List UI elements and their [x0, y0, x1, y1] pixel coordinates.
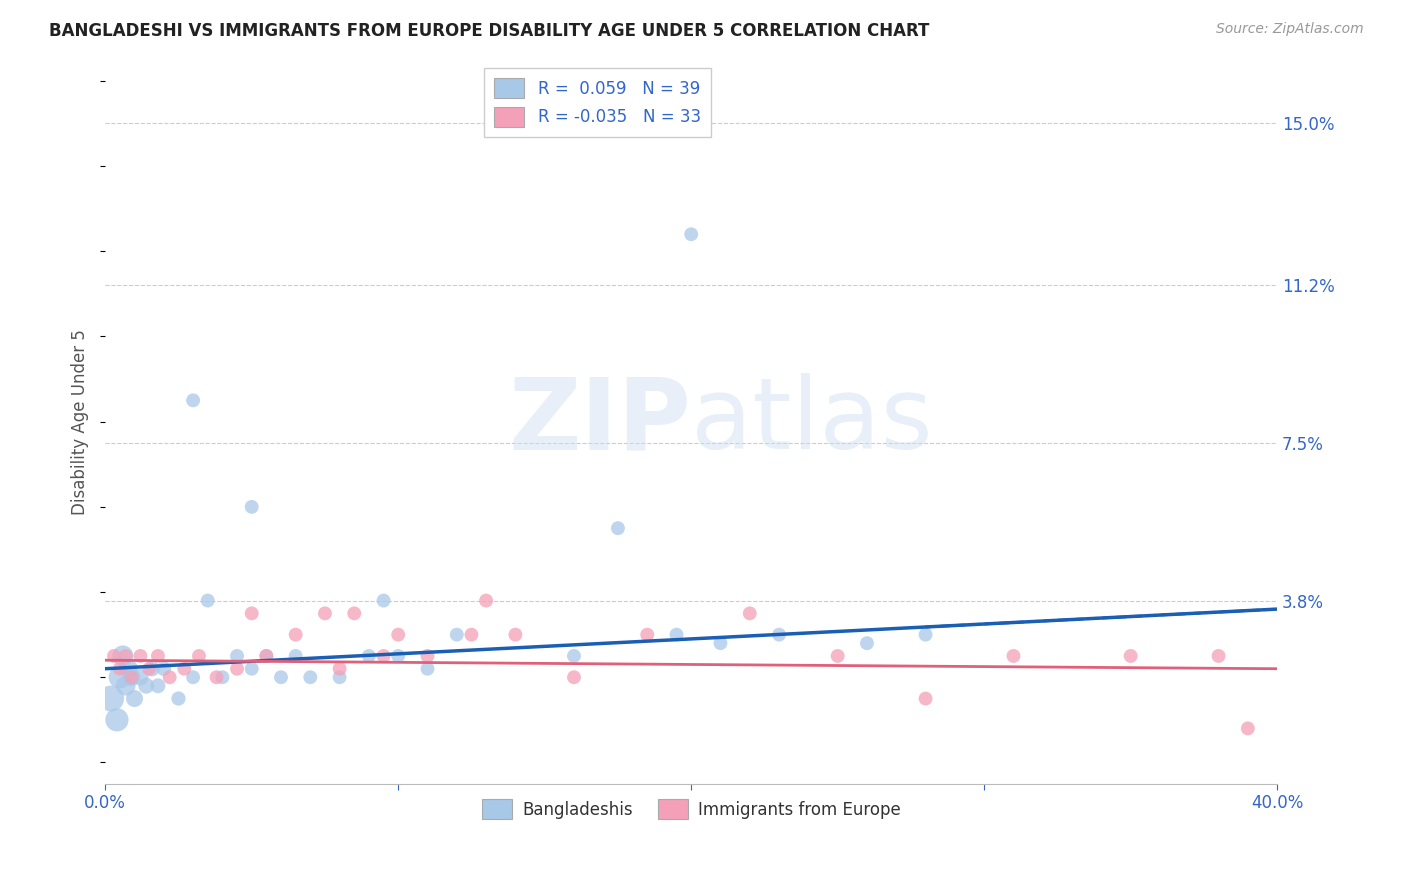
Point [135, 679, 157, 693]
Point [299, 670, 322, 684]
Point [606, 521, 628, 535]
Point [205, 670, 228, 684]
Point [562, 670, 585, 684]
Point [146, 648, 169, 663]
Point [254, 648, 277, 663]
Point [505, 627, 527, 641]
Point [114, 679, 136, 693]
Point [270, 670, 292, 684]
Point [188, 648, 211, 663]
Point [738, 607, 761, 621]
Point [153, 662, 176, 676]
Text: atlas: atlas [692, 373, 932, 470]
Point [373, 593, 395, 607]
Point [240, 500, 263, 514]
Point [1119, 648, 1142, 663]
Point [284, 648, 307, 663]
Point [416, 648, 439, 663]
Point [475, 593, 498, 607]
Point [146, 679, 169, 693]
Point [709, 636, 731, 650]
Point [181, 393, 204, 408]
Point [343, 607, 366, 621]
Point [124, 691, 146, 706]
Point [1002, 648, 1025, 663]
Point [314, 607, 336, 621]
Point [357, 648, 380, 663]
Text: BANGLADESHI VS IMMIGRANTS FROM EUROPE DISABILITY AGE UNDER 5 CORRELATION CHART: BANGLADESHI VS IMMIGRANTS FROM EUROPE DI… [49, 22, 929, 40]
Point [284, 627, 307, 641]
Point [329, 662, 352, 676]
Point [768, 627, 790, 641]
Text: Source: ZipAtlas.com: Source: ZipAtlas.com [1216, 22, 1364, 37]
Point [118, 662, 141, 676]
Point [329, 670, 352, 684]
Point [129, 648, 152, 663]
Point [105, 713, 128, 727]
Point [159, 670, 181, 684]
Point [121, 670, 143, 684]
Point [240, 607, 263, 621]
Point [446, 627, 468, 641]
Point [856, 636, 879, 650]
Point [460, 627, 482, 641]
Point [226, 662, 249, 676]
Point [387, 648, 409, 663]
Point [121, 670, 143, 684]
Point [636, 627, 658, 641]
Point [138, 662, 160, 676]
Point [387, 627, 409, 641]
Point [211, 670, 233, 684]
Point [1237, 722, 1260, 736]
Point [108, 670, 131, 684]
Point [226, 648, 249, 663]
Point [173, 662, 195, 676]
Point [100, 691, 122, 706]
Point [681, 227, 703, 242]
Text: ZIP: ZIP [509, 373, 692, 470]
Y-axis label: Disability Age Under 5: Disability Age Under 5 [72, 329, 89, 515]
Point [373, 648, 395, 663]
Point [665, 627, 688, 641]
Legend: Bangladeshis, Immigrants from Europe: Bangladeshis, Immigrants from Europe [475, 792, 907, 826]
Point [416, 662, 439, 676]
Point [240, 662, 263, 676]
Point [108, 662, 131, 676]
Point [141, 662, 163, 676]
Point [914, 691, 936, 706]
Point [827, 648, 849, 663]
Point [103, 648, 125, 663]
Point [254, 648, 277, 663]
Point [562, 648, 585, 663]
Point [914, 627, 936, 641]
Point [181, 670, 204, 684]
Point [114, 648, 136, 663]
Point [197, 593, 219, 607]
Point [1208, 648, 1230, 663]
Point [111, 648, 134, 663]
Point [167, 691, 190, 706]
Point [129, 670, 152, 684]
